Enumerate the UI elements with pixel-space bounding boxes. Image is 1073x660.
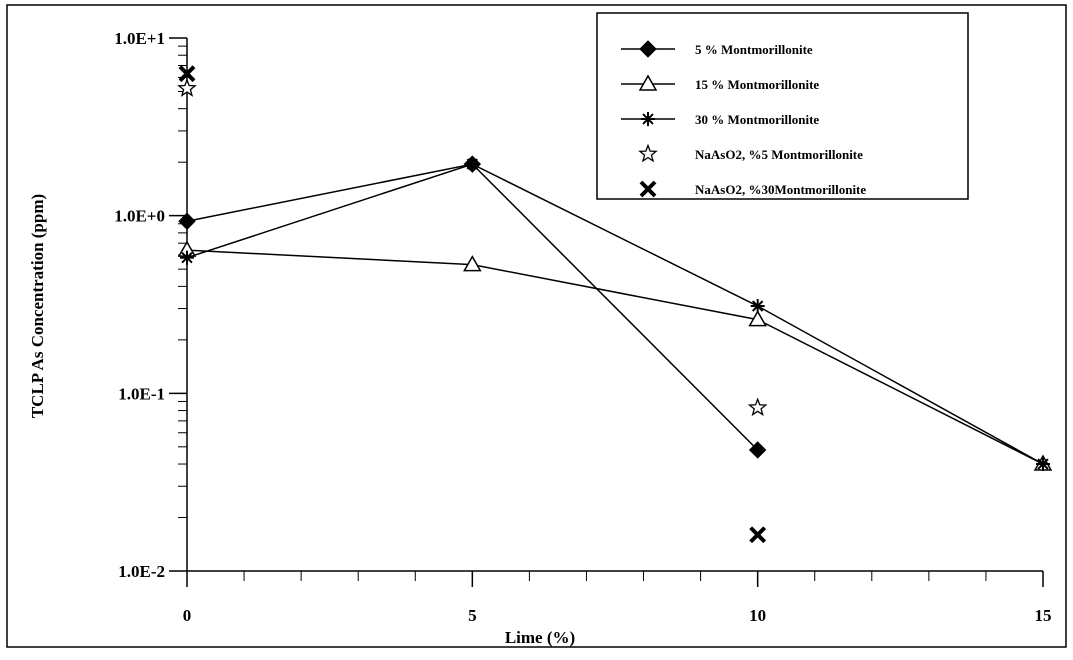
data-point-shape: [463, 255, 482, 272]
series-layer: [177, 65, 1053, 544]
axes: [186, 38, 1043, 572]
legend-item-2: 15 % Montmorillonite: [621, 74, 819, 92]
data-point: [1036, 457, 1050, 472]
series-5: [178, 65, 767, 544]
x-tick-label: 5: [468, 606, 477, 625]
legend-marker: [638, 143, 658, 163]
data-point: [747, 397, 768, 417]
series-line: [186, 163, 1044, 465]
legend-label: 30 % Montmorillonite: [695, 112, 819, 127]
legend-marker: [641, 112, 655, 126]
series-line: [186, 249, 1044, 465]
data-point: [463, 255, 482, 272]
legend-marker-stroke: [639, 180, 657, 198]
legend-item-3: 30 % Montmorillonite: [621, 112, 819, 127]
data-point-shape: [748, 441, 767, 459]
data-point-stroke: [466, 158, 478, 170]
legend-marker-shape: [638, 74, 658, 91]
data-point: [748, 441, 767, 459]
series-3: [180, 157, 1050, 472]
legend-marker: [639, 180, 657, 198]
y-tick-label: 1.0E-2: [118, 562, 165, 581]
data-point-stroke: [181, 252, 193, 264]
data-point-stroke: [749, 526, 767, 544]
y-ticks: 1.0E-2 1.0E-1 1.0E+0 1.0E+1: [114, 29, 187, 581]
y-axis-title: TCLP As Concentration (ppm): [28, 194, 47, 418]
data-point: [177, 78, 197, 97]
legend-label: NaAsO2, %5 Montmorillonite: [695, 147, 863, 162]
legend-marker: [639, 40, 657, 58]
legend-marker: [638, 74, 658, 91]
legend-label: 5 % Montmorillonite: [695, 42, 813, 57]
data-point: [749, 526, 767, 544]
data-point-stroke: [1037, 458, 1049, 470]
legend-marker-shape: [638, 143, 658, 163]
legend-marker-shape: [639, 40, 657, 58]
legend-item-5: NaAsO2, %30Montmorillonite: [639, 180, 866, 198]
legend-marker-stroke: [642, 113, 654, 125]
data-point-shape: [178, 212, 196, 230]
legend-item-1: 5 % Montmorillonite: [621, 40, 813, 58]
y-tick-label: 1.0E-1: [118, 384, 165, 403]
legend-item-4: NaAsO2, %5 Montmorillonite: [638, 143, 863, 163]
data-point-shape: [747, 397, 768, 417]
series-4: [177, 78, 768, 417]
data-point: [180, 250, 194, 265]
data-point-shape: [177, 78, 197, 97]
legend: 5 % Montmorillonite 15 % Montmorillonite 3…: [596, 12, 969, 200]
x-tick-label: 15: [1035, 606, 1052, 625]
y-tick-label: 1.0E+1: [114, 29, 165, 48]
x-ticks: 0 5 10 15: [183, 571, 1052, 625]
data-point: [178, 65, 196, 83]
legend-label: NaAsO2, %30Montmorillonite: [695, 182, 866, 197]
legend-label: 15 % Montmorillonite: [695, 77, 819, 92]
data-point: [750, 299, 765, 314]
legend-box: [596, 12, 969, 200]
data-point-stroke: [178, 65, 196, 83]
data-point: [748, 310, 767, 327]
data-point: [465, 157, 480, 172]
x-tick-label: 10: [749, 606, 766, 625]
data-point-shape: [748, 310, 767, 327]
x-axis-title: Lime (%): [505, 628, 575, 647]
data-point-stroke: [752, 300, 764, 312]
y-tick-label: 1.0E+0: [114, 207, 165, 226]
x-tick-label: 0: [183, 606, 192, 625]
data-point: [178, 212, 196, 230]
